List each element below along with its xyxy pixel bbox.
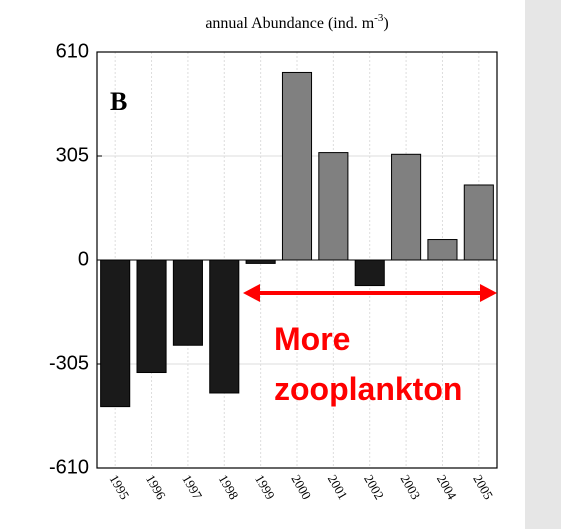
y-tick-label: -305 [49, 352, 89, 374]
y-tick-label: 0 [78, 248, 89, 270]
y-tick-label: 610 [56, 40, 89, 62]
bar [354, 259, 385, 287]
bar [463, 184, 494, 261]
title-text: annual Abundance (ind. m [205, 15, 374, 32]
x-tick-label: 2000 [288, 472, 314, 502]
title-superscript: -3 [374, 12, 384, 24]
chart-title: annual Abundance (ind. m-3) [205, 12, 388, 32]
x-tick-label: 2001 [325, 472, 351, 502]
x-tick-label: 2005 [470, 472, 496, 502]
bar [136, 259, 167, 374]
x-tick-label: 2002 [361, 472, 387, 502]
bar [318, 152, 349, 261]
bar [209, 259, 240, 394]
plot-frame [96, 51, 498, 469]
y-tick-label: 305 [56, 144, 89, 166]
panel-label: B [110, 87, 127, 116]
arrow-head [243, 284, 260, 302]
bar [427, 239, 458, 261]
x-tick-label: 2004 [434, 472, 460, 502]
x-tick-label: 2003 [397, 472, 423, 502]
arrow-head [480, 284, 497, 302]
x-tick-label: 1999 [252, 472, 278, 502]
annotation-text: zooplankton [274, 371, 462, 407]
annotation-text: More [274, 321, 350, 357]
x-tick-label: 1995 [107, 472, 133, 502]
bar [100, 259, 131, 408]
bar [281, 71, 313, 261]
bar [172, 259, 203, 346]
title-suffix: ) [383, 15, 388, 32]
x-tick-label: 1997 [179, 472, 205, 502]
x-tick-label: 1998 [216, 472, 242, 502]
bar [245, 259, 276, 264]
x-tick-label: 1996 [143, 472, 169, 502]
y-tick-label: -610 [49, 456, 89, 478]
bar [391, 153, 422, 261]
side-panel [525, 0, 561, 529]
